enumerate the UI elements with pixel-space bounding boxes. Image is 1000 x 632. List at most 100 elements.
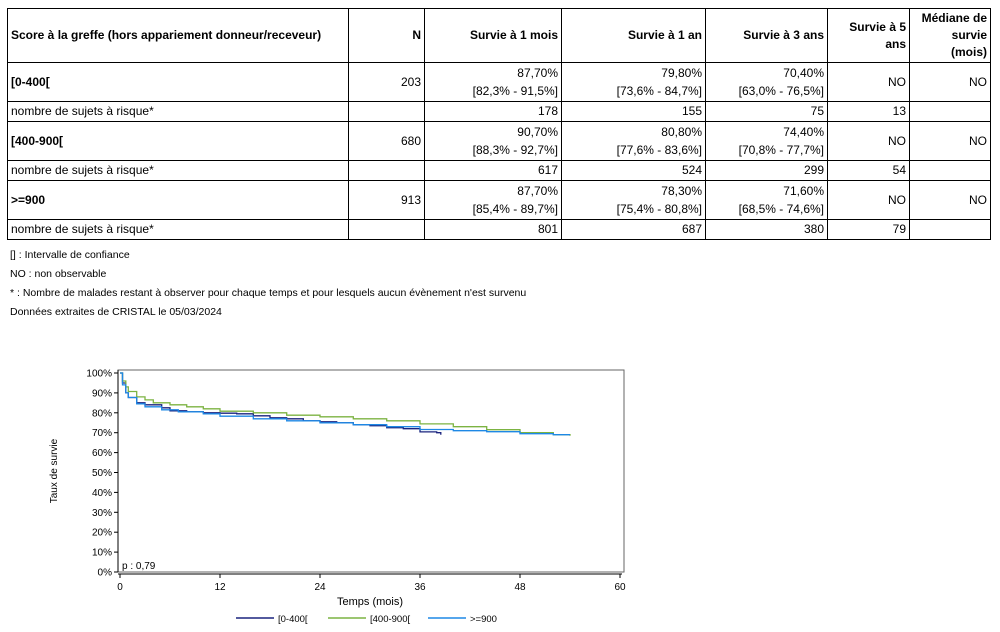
at-risk-1-month: 617	[424, 160, 562, 181]
survival-curve-chart: 0% 10% 20% 30% 40% 50% 60% 70% 80% 90% 100% 0 12 24 3…	[49, 369, 626, 626]
survival-value: 71,60%	[783, 184, 824, 198]
legend-label: >=900	[470, 614, 497, 625]
at-risk-5-years: 79	[827, 219, 910, 240]
confidence-interval: [85,4% - 89,7%]	[472, 202, 558, 216]
empty-cell	[348, 219, 425, 240]
y-tick-label: 0%	[98, 568, 113, 579]
y-tick-label: 100%	[86, 369, 112, 380]
survival-value: 78,30%	[661, 184, 702, 198]
y-tick-label: 80%	[92, 408, 112, 419]
at-risk-3-years: 380	[705, 219, 828, 240]
x-axis: 0 12 24 36 48 60	[117, 573, 626, 593]
group-n: 913	[348, 180, 425, 220]
table-row-at-risk: nombre de sujets à risque* 801 687 380 7…	[7, 219, 991, 240]
survival-value: 70,40%	[783, 66, 824, 80]
survival-value: 80,80%	[661, 125, 702, 139]
x-tick-label: 12	[214, 582, 226, 593]
confidence-interval: [82,3% - 91,5%]	[472, 84, 558, 98]
at-risk-3-years: 75	[705, 101, 828, 122]
survival-5-years-cell: NO	[827, 62, 910, 102]
x-tick-label: 48	[514, 582, 526, 593]
at-risk-1-year: 687	[561, 219, 706, 240]
survival-value: 90,70%	[517, 125, 558, 139]
group-n: 680	[348, 121, 425, 161]
y-tick-label: 90%	[92, 388, 112, 399]
empty-cell	[909, 219, 991, 240]
survival-5-years-cell: NO	[827, 121, 910, 161]
legend-label: [0-400[	[278, 614, 308, 625]
y-tick-label: 60%	[92, 448, 112, 459]
legend: [0-400[ [400-900[ >=900	[236, 614, 497, 625]
survival-1-month-cell: 90,70% [88,3% - 92,7%]	[424, 121, 562, 161]
y-tick-label: 70%	[92, 428, 112, 439]
col-header-1-year: Survie à 1 an	[561, 8, 706, 63]
confidence-interval: [63,0% - 76,5%]	[738, 84, 824, 98]
y-tick-label: 10%	[92, 548, 112, 559]
at-risk-1-year: 155	[561, 101, 706, 122]
y-tick-label: 20%	[92, 528, 112, 539]
at-risk-1-year: 524	[561, 160, 706, 181]
series-line-0	[120, 372, 442, 435]
legend-label: [400-900[	[370, 614, 411, 625]
group-label: [0-400[	[7, 62, 349, 102]
x-tick-label: 36	[414, 582, 426, 593]
confidence-interval: [68,5% - 74,6%]	[738, 202, 824, 216]
confidence-interval: [77,6% - 83,6%]	[616, 143, 702, 157]
at-risk-5-years: 54	[827, 160, 910, 181]
col-header-median: Médiane de survie (mois)	[909, 8, 991, 63]
col-header-5-years: Survie à 5 ans	[827, 8, 910, 63]
at-risk-3-years: 299	[705, 160, 828, 181]
table-header-row: Score à la greffe (hors appariement donn…	[7, 8, 991, 63]
table-row-at-risk: nombre de sujets à risque* 617 524 299 5…	[7, 160, 991, 181]
col-header-score: Score à la greffe (hors appariement donn…	[7, 8, 349, 63]
survival-1-month-cell: 87,70% [82,3% - 91,5%]	[424, 62, 562, 102]
empty-cell	[348, 101, 425, 122]
confidence-interval: [88,3% - 92,7%]	[472, 143, 558, 157]
survival-3-years-cell: 74,40% [70,8% - 77,7%]	[705, 121, 828, 161]
y-tick-label: 50%	[92, 468, 112, 479]
survival-1-year-cell: 78,30% [75,4% - 80,8%]	[561, 180, 706, 220]
footnote: NO : non observable	[10, 268, 107, 280]
at-risk-label: nombre de sujets à risque*	[7, 160, 349, 181]
x-tick-label: 24	[314, 582, 326, 593]
x-tick-label: 0	[117, 582, 123, 593]
series-line-1	[120, 372, 571, 436]
y-axis-label: Taux de survie	[49, 438, 60, 503]
confidence-interval: [70,8% - 77,7%]	[738, 143, 824, 157]
survival-3-years-cell: 70,40% [63,0% - 76,5%]	[705, 62, 828, 102]
survival-value: 74,40%	[783, 125, 824, 139]
at-risk-1-month: 801	[424, 219, 562, 240]
table-row-at-risk: nombre de sujets à risque* 178 155 75 13	[7, 101, 991, 122]
at-risk-5-years: 13	[827, 101, 910, 122]
col-header-3-years: Survie à 3 ans	[705, 8, 828, 63]
empty-cell	[348, 160, 425, 181]
median-cell: NO	[909, 62, 991, 102]
col-header-n: N	[348, 8, 425, 63]
series-lines	[120, 372, 571, 436]
footnote: Données extraites de CRISTAL le 05/03/20…	[10, 306, 222, 318]
series-line-2	[120, 372, 570, 436]
at-risk-label: nombre de sujets à risque*	[7, 101, 349, 122]
footnotes: [] : Intervalle de confiance NO : non ob…	[10, 246, 526, 322]
group-label: >=900	[7, 180, 349, 220]
group-n: 203	[348, 62, 425, 102]
median-cell: NO	[909, 121, 991, 161]
x-tick-label: 60	[614, 582, 626, 593]
col-header-1-month: Survie à 1 mois	[424, 8, 562, 63]
empty-cell	[909, 160, 991, 181]
footnote: * : Nombre de malades restant à observer…	[10, 287, 527, 299]
survival-table: Score à la greffe (hors appariement donn…	[7, 8, 991, 240]
table-row-group: >=900 913 87,70% [85,4% - 89,7%] 78,30% [7…	[7, 180, 991, 220]
confidence-interval: [75,4% - 80,8%]	[616, 202, 702, 216]
x-axis-label: Temps (mois)	[337, 596, 403, 608]
group-label: [400-900[	[7, 121, 349, 161]
survival-1-month-cell: 87,70% [85,4% - 89,7%]	[424, 180, 562, 220]
median-cell: NO	[909, 180, 991, 220]
survival-1-year-cell: 80,80% [77,6% - 83,6%]	[561, 121, 706, 161]
footnote: [] : Intervalle de confiance	[10, 249, 130, 261]
survival-5-years-cell: NO	[827, 180, 910, 220]
survival-1-year-cell: 79,80% [73,6% - 84,7%]	[561, 62, 706, 102]
empty-cell	[909, 101, 991, 122]
y-tick-label: 40%	[92, 488, 112, 499]
survival-value: 79,80%	[661, 66, 702, 80]
